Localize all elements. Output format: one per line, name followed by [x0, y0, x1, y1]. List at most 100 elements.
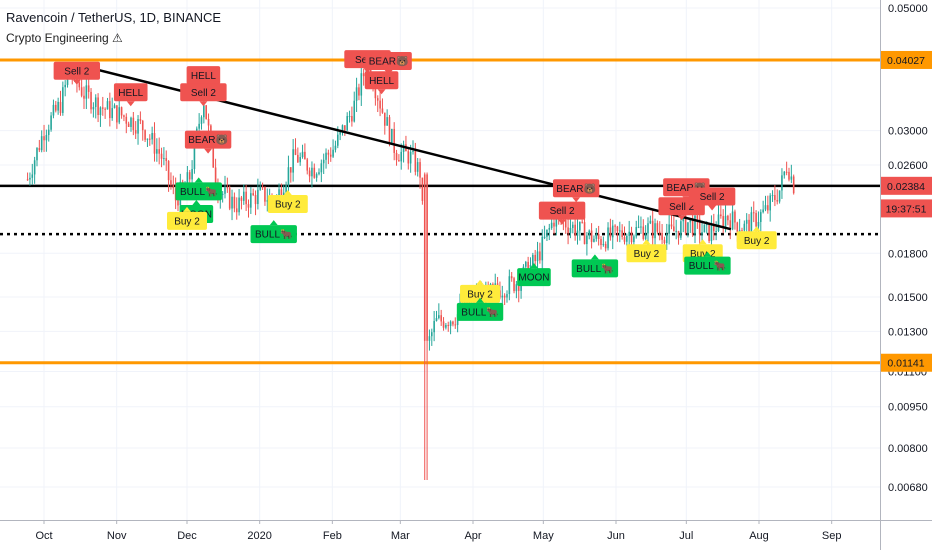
signal-buy[interactable]: Buy 2: [626, 239, 667, 263]
candle-body: [104, 108, 106, 110]
signal-bull[interactable]: BULL🐂: [175, 177, 222, 201]
signal-label: Sell 2: [700, 192, 725, 203]
candle-body: [644, 233, 647, 239]
signal-label: Buy 2: [275, 200, 301, 211]
candle-body: [158, 149, 160, 154]
signal-pointer: [677, 215, 686, 221]
price-tick-label: 0.00800: [888, 443, 928, 455]
signal-label: Buy 2: [634, 249, 660, 260]
signal-buy[interactable]: Buy 2: [267, 190, 308, 214]
signal-label: BEAR🐻: [369, 55, 409, 68]
candle-body: [654, 223, 656, 239]
candle-body: [238, 197, 240, 213]
signal-bull[interactable]: BULL🐂: [456, 297, 504, 321]
signal-buy[interactable]: Buy 2: [736, 226, 777, 250]
candle-body: [299, 157, 301, 163]
candle-body: [515, 284, 518, 292]
time-axis[interactable]: Oct Nov Dec 2020 Feb Mar Apr May Jun Jul Aug Sep: [35, 520, 841, 542]
candle-body: [581, 221, 583, 223]
candle-body: [132, 117, 135, 131]
candle-body: [590, 230, 593, 242]
candle-body: [294, 149, 297, 155]
candle-body: [231, 196, 233, 209]
candle-body: [564, 220, 567, 228]
candle-body: [741, 230, 743, 232]
candle-body: [414, 151, 417, 172]
candle-body: [31, 174, 34, 178]
candle-body: [680, 221, 682, 238]
signal-sell[interactable]: Sell 2: [53, 61, 101, 85]
signal-box: [53, 61, 101, 80]
candle-body: [228, 187, 231, 209]
candle-body: [116, 105, 118, 123]
price-tags: 0.04027 0.02384 19:37:51 0.01141: [881, 50, 932, 372]
time-tick-label: Sep: [822, 530, 842, 542]
candle-body: [593, 238, 595, 242]
signal-sell[interactable]: BEAR🐻: [184, 130, 232, 154]
candle-body: [261, 186, 264, 188]
signal-box: [552, 179, 600, 198]
indicator-label[interactable]: Crypto Engineering ⚠: [6, 31, 123, 45]
candle-body: [665, 233, 668, 244]
signal-bull[interactable]: BULL🐂: [250, 220, 297, 244]
candle-body: [698, 218, 701, 235]
candle-body: [264, 186, 266, 202]
candle-body: [146, 138, 149, 140]
time-tick-label: Mar: [391, 530, 410, 542]
candle-body: [595, 234, 598, 239]
candle-body: [412, 151, 414, 153]
candle-body: [311, 167, 313, 177]
signal-sell[interactable]: HELL: [364, 71, 399, 95]
signal-label: Buy 2: [690, 249, 716, 260]
signal-bull[interactable]: MOON: [517, 263, 551, 287]
signal-sell[interactable]: BEAR🐻: [365, 51, 412, 75]
candle-body: [153, 133, 156, 154]
candle-body: [673, 226, 675, 232]
candle-body: [289, 167, 292, 173]
candle-body: [492, 284, 494, 286]
price-tick-label: 0.00950: [888, 402, 928, 414]
signal-sell[interactable]: Sell 2: [538, 201, 586, 225]
candle-body: [438, 315, 440, 319]
signal-bull[interactable]: BULL🐂: [684, 251, 731, 275]
candle-body: [287, 167, 290, 186]
signal-sell[interactable]: HELL: [113, 83, 148, 107]
candle-body: [29, 177, 31, 180]
candle-body: [454, 324, 457, 326]
candle-body: [280, 189, 283, 199]
candle-body: [677, 230, 680, 238]
candle-body: [374, 88, 377, 99]
candle-body: [221, 193, 224, 195]
candle-body: [708, 224, 710, 242]
signal-buy[interactable]: Buy 2: [167, 206, 207, 230]
candle-body: [59, 101, 62, 113]
candle-body: [66, 75, 69, 85]
signal-sell[interactable]: Sell 2: [688, 187, 736, 211]
candle-body: [729, 220, 732, 230]
signal-label: Buy 2: [467, 289, 493, 300]
signal-bull[interactable]: BULL🐂: [571, 254, 619, 278]
signal-pointer: [698, 239, 707, 245]
signal-pointer: [204, 148, 213, 154]
signal-sell[interactable]: Sell 2: [180, 83, 227, 107]
signal-box: [365, 51, 412, 70]
candle-body: [381, 108, 384, 113]
candle-body: [36, 148, 38, 161]
candle-body: [355, 87, 358, 101]
candle-body: [358, 87, 360, 96]
candle-body: [583, 222, 586, 245]
candle-body: [771, 195, 774, 197]
signal-buy[interactable]: Buy 2: [460, 279, 501, 303]
candle-body: [54, 104, 57, 111]
candle-body: [785, 171, 788, 173]
signal-sell[interactable]: BEAR🐻: [552, 179, 600, 203]
candle-body: [611, 225, 614, 238]
candle-body: [440, 315, 442, 322]
candle-body: [200, 117, 203, 124]
signal-pointer: [476, 279, 485, 285]
candle-body: [428, 336, 431, 341]
price-axis[interactable]: 0.05000 0.03000 0.02600 0.01800 0.01500 0.013…: [888, 3, 928, 494]
candle-body: [336, 134, 339, 146]
candle-body: [614, 225, 616, 227]
